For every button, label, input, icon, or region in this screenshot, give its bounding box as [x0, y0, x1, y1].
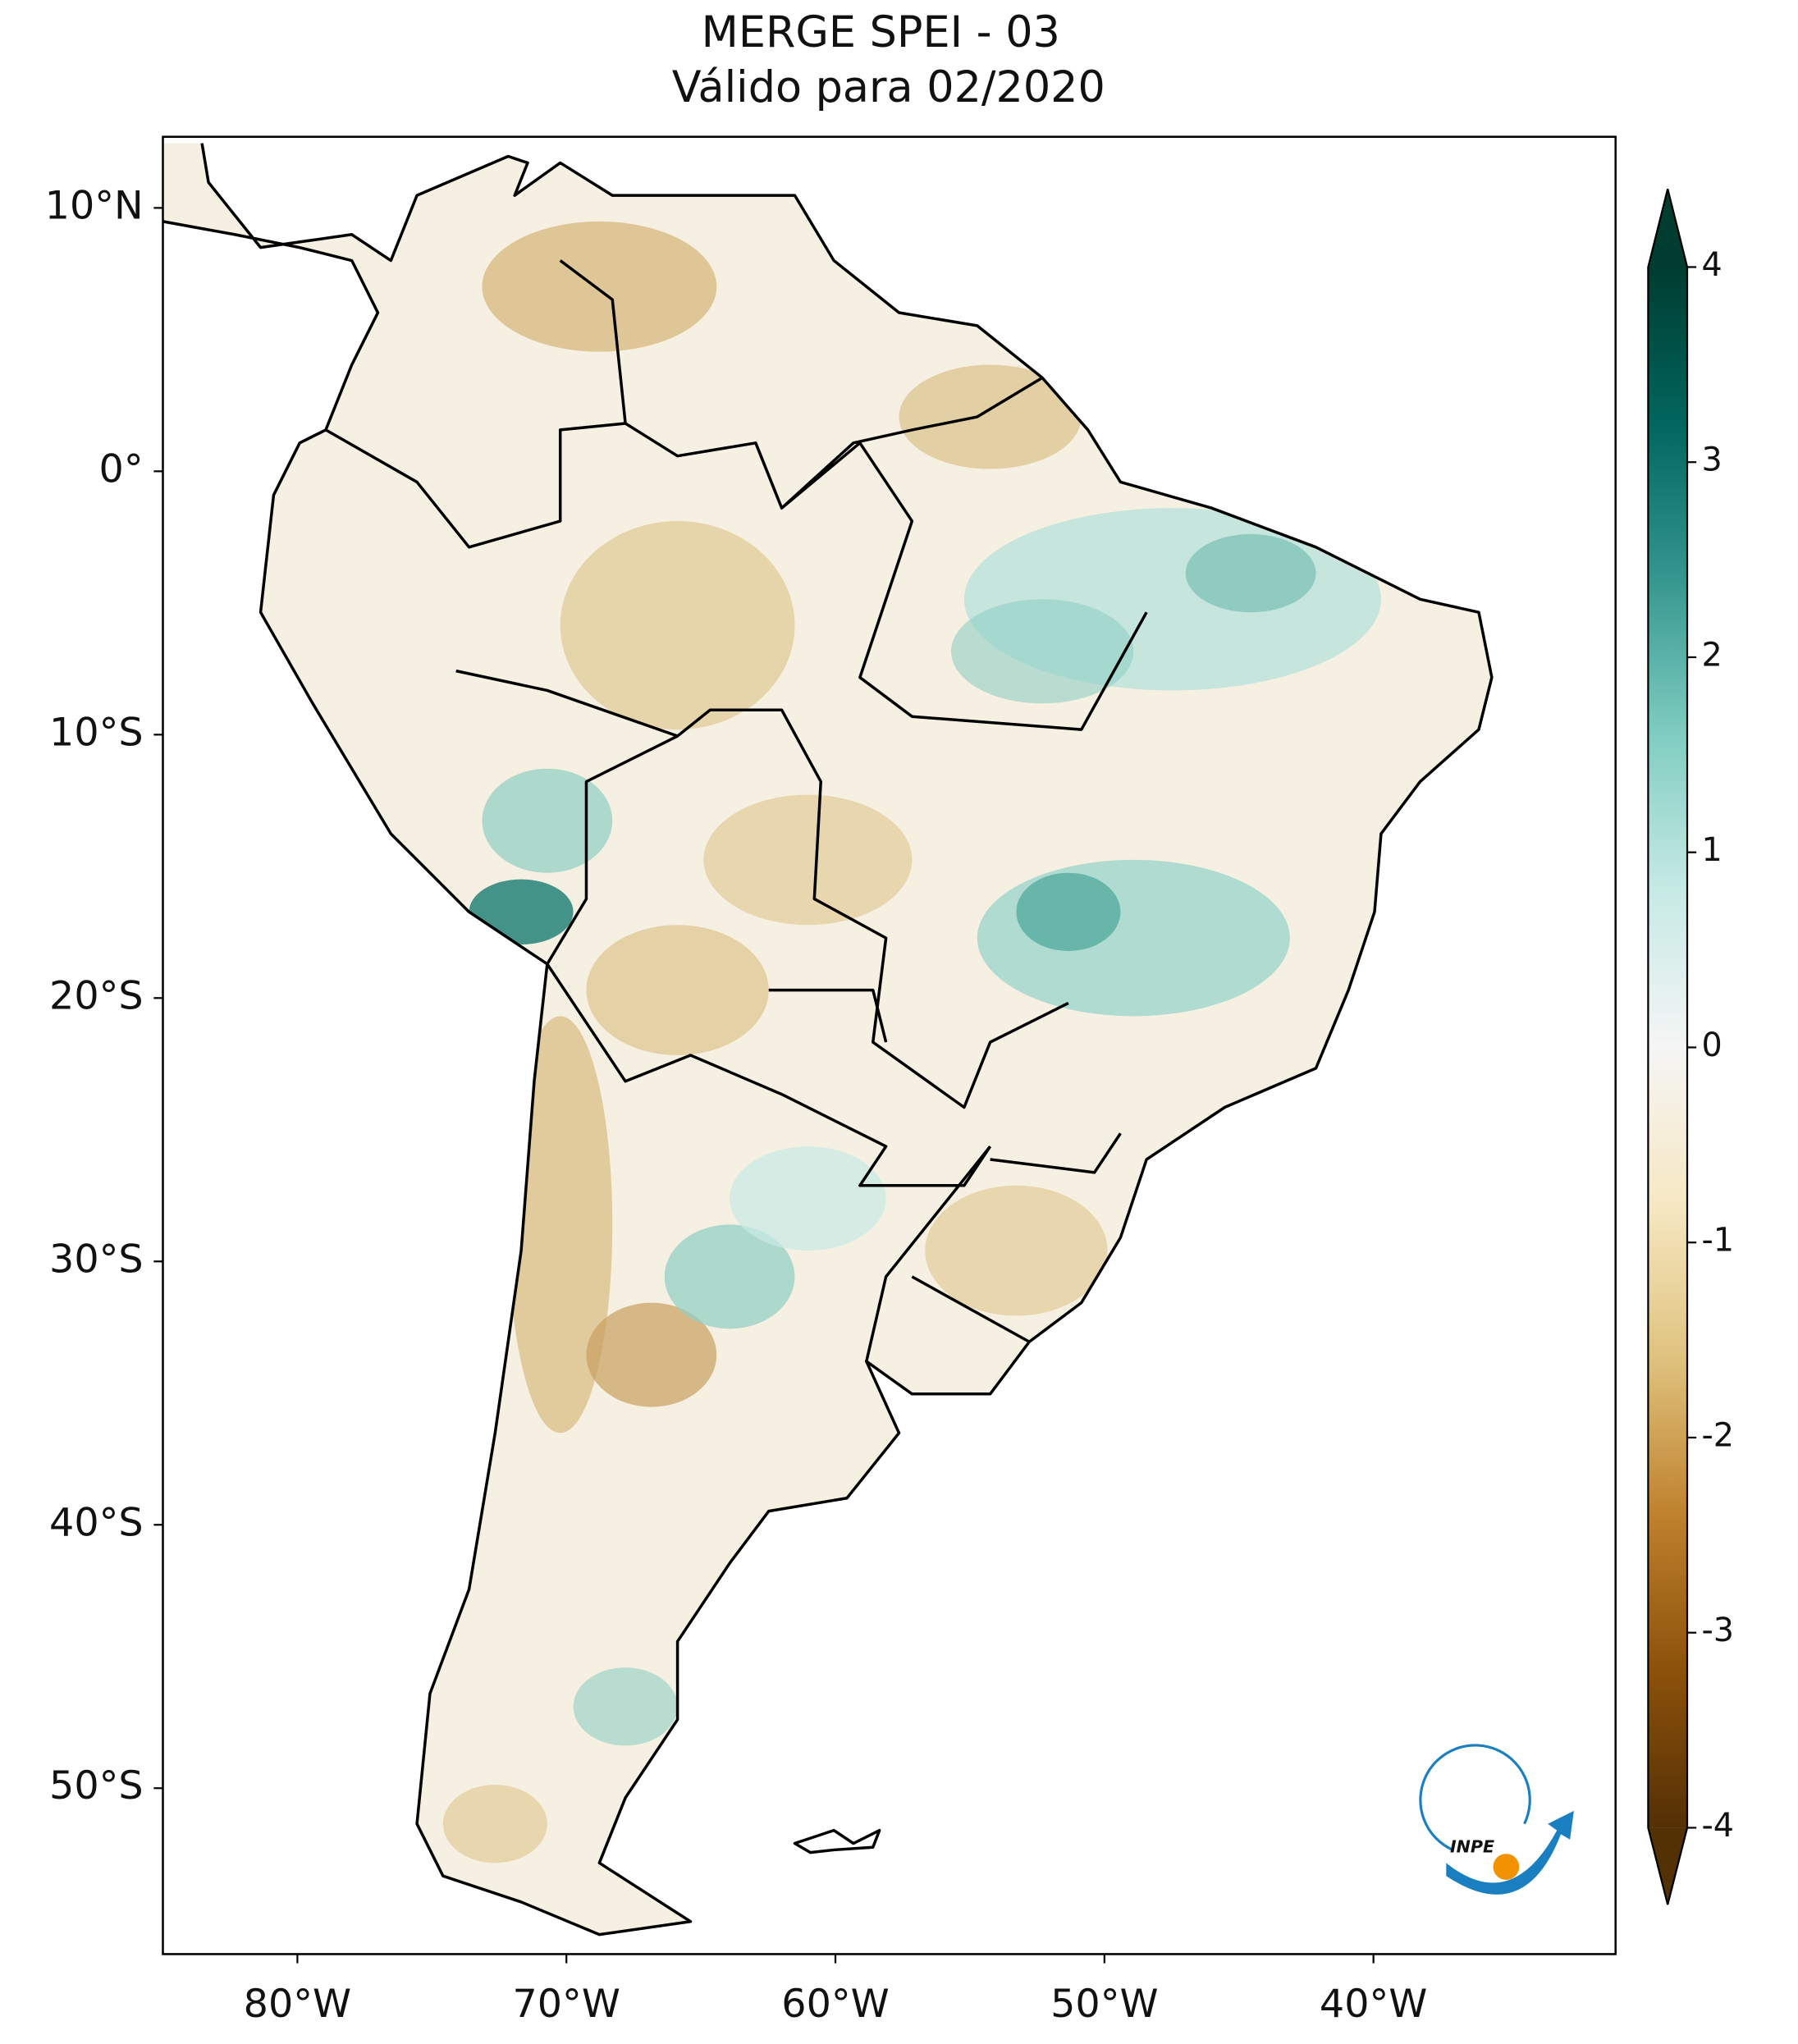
axis-ticks: 80°W 70°W 60°W 50°W 40°W 10°N 0° 10°S 20°S 30°S 40… [45, 183, 1428, 2027]
logo-swoosh [1446, 1810, 1574, 1895]
country-borders [325, 259, 1148, 1362]
coastline [162, 143, 1494, 1937]
colorbar-tick-label: 3 [1701, 441, 1722, 479]
colorbar-tick-label: 1 [1701, 831, 1722, 869]
inpe-logo: INPE [1419, 1744, 1574, 1895]
x-tick-label: 40°W [1320, 1982, 1427, 2027]
y-tick-label: 0° [99, 446, 144, 492]
x-tick-label: 50°W [1050, 1982, 1158, 2027]
colorbar-tick-label: -2 [1701, 1416, 1734, 1454]
logo-text: INPE [1450, 1837, 1494, 1857]
colorbar-tick-label: -1 [1701, 1222, 1734, 1260]
colorbar-tick-label: 2 [1701, 636, 1722, 674]
x-tick-label: 80°W [244, 1982, 351, 2027]
x-tick-label: 60°W [781, 1982, 889, 2027]
colorbar-extend-max [1648, 189, 1688, 268]
colorbar: -4 -3 -2 -1 0 1 2 3 4 [1647, 188, 1734, 1905]
colorbar-tick-label: 4 [1701, 246, 1722, 284]
y-tick-label: 40°S [49, 1500, 144, 1545]
colorbar-tick-label: 0 [1701, 1027, 1722, 1064]
colorbar-gradient [1648, 267, 1688, 1828]
logo-arc [1419, 1744, 1531, 1851]
y-tick-label: 10°S [49, 710, 144, 755]
map-frame [162, 135, 1617, 1955]
y-tick-label: 30°S [49, 1237, 144, 1282]
logo-dot [1493, 1854, 1520, 1880]
x-tick-label: 70°W [512, 1982, 620, 2027]
colorbar-extend-min [1648, 1827, 1688, 1905]
land [162, 143, 1492, 1935]
falklands [793, 1828, 881, 1854]
map-title: MERGE SPEI - 03 [702, 7, 1060, 57]
colorbar-tick-label: -3 [1701, 1612, 1734, 1649]
colorbar-tick-label: -4 [1701, 1807, 1734, 1845]
map-subtitle: Válido para 02/2020 [672, 62, 1105, 112]
y-tick-label: 20°S [49, 973, 144, 1018]
y-tick-label: 10°N [45, 183, 144, 228]
y-tick-label: 50°S [49, 1763, 144, 1809]
